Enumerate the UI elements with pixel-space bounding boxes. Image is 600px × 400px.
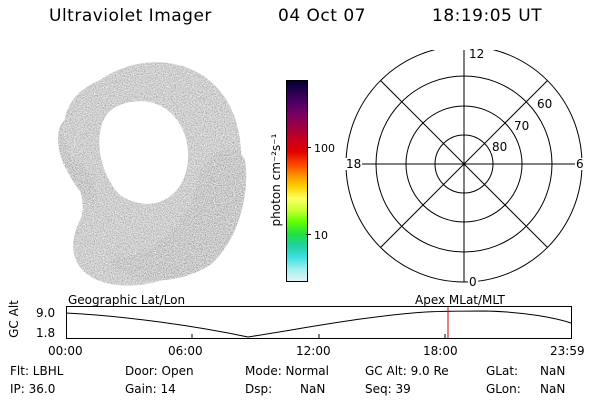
colorbar-unit: photon cm⁻²s⁻¹ bbox=[269, 133, 283, 227]
timeline-ymin: 1.8 bbox=[36, 326, 56, 340]
colorbar-tick-10: 10 bbox=[314, 229, 328, 242]
footer-glon: GLon: bbox=[486, 382, 521, 396]
footer-dsp-value: NaN bbox=[300, 382, 326, 396]
date-label: 04 Oct 07 bbox=[278, 6, 366, 26]
footer-door: Door: Open bbox=[125, 364, 194, 378]
time-label: 18:19:05 UT bbox=[432, 6, 543, 26]
lat-label-80: 80 bbox=[491, 140, 509, 154]
mlt-label-12: 12 bbox=[468, 47, 486, 61]
timeline-right-caption: Apex MLat/MLT bbox=[415, 293, 505, 307]
colorbar-tickmark bbox=[306, 234, 311, 235]
timeline-plot bbox=[66, 306, 572, 339]
footer-flt: Flt: LBHL bbox=[10, 364, 64, 378]
footer-seq: Seq: 39 bbox=[365, 382, 411, 396]
footer-glon-value: NaN bbox=[540, 382, 566, 396]
footer-dsp: Dsp: bbox=[245, 382, 273, 396]
timeline-tick-0: 00:00 bbox=[48, 344, 83, 358]
lat-label-70: 70 bbox=[513, 119, 531, 133]
timeline-left-caption: Geographic Lat/Lon bbox=[68, 293, 186, 307]
timeline-ymax: 9.0 bbox=[36, 306, 56, 320]
app-title: Ultraviolet Imager bbox=[49, 6, 212, 26]
timeline-ylabel: GC Alt bbox=[7, 300, 21, 338]
mlt-label-6: 6 bbox=[575, 157, 585, 171]
polar-plot bbox=[345, 50, 583, 283]
footer-ip: IP: 36.0 bbox=[10, 382, 56, 396]
timeline-tick-4: 23:59 bbox=[550, 344, 585, 358]
timeline-tick-1: 06:00 bbox=[168, 344, 203, 358]
footer-gain: Gain: 14 bbox=[125, 382, 176, 396]
timeline-tick-2: 12:00 bbox=[296, 344, 331, 358]
colorbar bbox=[286, 80, 308, 282]
footer-gcalt: GC Alt: 9.0 Re bbox=[365, 364, 449, 378]
mlt-label-0: 0 bbox=[468, 275, 478, 289]
mlt-label-18: 18 bbox=[345, 157, 363, 171]
footer-glat-value: NaN bbox=[540, 364, 566, 378]
colorbar-tick-100: 100 bbox=[314, 142, 335, 155]
colorbar-tickmark bbox=[306, 147, 311, 148]
lat-label-60: 60 bbox=[536, 97, 554, 111]
timeline-tick-3: 18:00 bbox=[423, 344, 458, 358]
footer-glat: GLat: bbox=[486, 364, 519, 378]
footer-mode: Mode: Normal bbox=[245, 364, 329, 378]
auroral-image bbox=[58, 62, 247, 286]
